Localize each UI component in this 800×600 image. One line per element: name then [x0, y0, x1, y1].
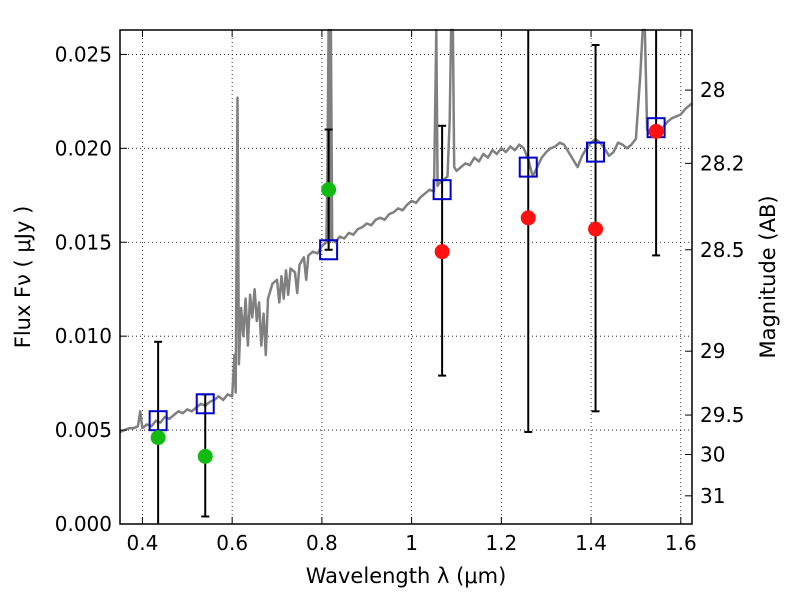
observed-point: [321, 182, 337, 198]
x-tick-label: 1.6: [665, 531, 697, 555]
y-axis-ticks: 0.000 0.005 0.010 0.015 0.020 0.025: [55, 42, 127, 536]
y-tick-label: 0.015: [55, 230, 112, 254]
x-tick-label: 1: [405, 531, 418, 555]
x-tick-label: 0.4: [127, 531, 159, 555]
right-tick-label: 29: [700, 339, 725, 363]
right-tick-label: 30: [700, 443, 725, 467]
y-tick-label: 0.020: [55, 136, 112, 160]
observed-photometry-points: [150, 123, 664, 464]
right-tick-label: 28.2: [700, 151, 745, 175]
x-tick-label: 0.6: [216, 531, 248, 555]
right-tick-label: 31: [700, 484, 725, 508]
y-tick-label: 0.000: [55, 512, 112, 536]
right-axis-ticks: 28 28.2 28.5 29 29.5 30 31: [685, 78, 745, 508]
grid-lines: [120, 30, 692, 524]
x-tick-label: 0.8: [306, 531, 338, 555]
right-axis-title: Magnitude (AB): [756, 195, 780, 358]
model-box-marker: [518, 156, 538, 178]
y-tick-label: 0.025: [55, 42, 112, 66]
observed-point: [648, 123, 664, 139]
y-axis-title: Flux Fν ( μJy ): [11, 206, 35, 349]
spectrum-line: [119, 28, 693, 434]
model-box-marker: [319, 239, 339, 261]
x-axis-title: Wavelength λ (μm): [306, 564, 507, 588]
plot-background: [120, 30, 692, 524]
model-box-marker: [195, 393, 215, 415]
right-tick-label: 28.5: [700, 238, 745, 262]
x-tick-label: 1.4: [575, 531, 607, 555]
model-box-marker: [586, 141, 606, 163]
model-box-marker: [432, 179, 452, 201]
observed-point: [434, 244, 450, 260]
x-axis-ticks: 0.4 0.6 0.8 1 1.2 1.4 1.6: [127, 30, 697, 555]
right-tick-label: 28: [700, 78, 725, 102]
model-spectrum: [119, 28, 693, 434]
y-tick-label: 0.010: [55, 324, 112, 348]
observed-point: [197, 448, 213, 464]
observed-point: [520, 210, 536, 226]
plot-frame: [119, 29, 693, 525]
observed-point: [150, 430, 166, 446]
observed-point: [588, 221, 604, 237]
x-tick-label: 1.2: [485, 531, 517, 555]
y-tick-label: 0.005: [55, 418, 112, 442]
right-tick-label: 29.5: [700, 403, 745, 427]
